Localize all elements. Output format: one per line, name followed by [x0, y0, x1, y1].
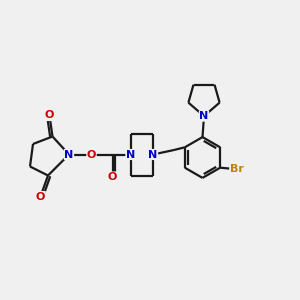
- Text: Br: Br: [230, 164, 244, 174]
- Text: O: O: [108, 172, 117, 182]
- Text: O: O: [36, 191, 45, 202]
- Text: N: N: [148, 149, 158, 160]
- Text: N: N: [200, 111, 208, 121]
- Text: O: O: [87, 149, 96, 160]
- Text: N: N: [126, 149, 135, 160]
- Text: O: O: [45, 110, 54, 121]
- Text: N: N: [64, 149, 74, 160]
